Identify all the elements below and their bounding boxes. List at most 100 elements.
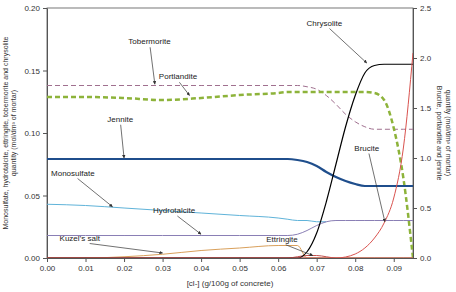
y2-tick: 0.5	[413, 204, 432, 213]
y2-tick: 2.0	[413, 54, 432, 63]
x-tick-mark	[355, 258, 356, 262]
y-tick: 0.15	[24, 67, 47, 76]
annotation-label: Monosulfate	[51, 169, 95, 178]
x-tick: 0.05	[232, 258, 248, 273]
x-tick-mark	[240, 258, 241, 262]
x-axis: 0.00 0.01 0.02 0.03 0.04 0.05 0.06 0.07 0.08 0.09	[40, 258, 414, 273]
series-line	[47, 92, 413, 258]
y2-tick-mark	[413, 208, 417, 209]
x-tick-label: 0.01	[78, 264, 94, 273]
y-axis-title: Monosulfate, hydrotalcite, ettringite, t…	[2, 36, 10, 229]
y2-tick-label: 1.0	[420, 154, 432, 163]
y2-tick: 1.0	[413, 154, 432, 163]
plot-area	[47, 53, 413, 258]
y2-tick-mark	[413, 158, 417, 159]
annotation-arrow	[369, 154, 385, 222]
y2-tick: 2.5	[413, 4, 432, 13]
series-line	[47, 64, 413, 258]
series-line	[47, 204, 326, 222]
x-tick-mark	[317, 258, 318, 262]
chart: 0.00 0.01 0.02 0.03 0.04 0.05 0.06 0.07 0.08 0.09…	[0, 0, 456, 292]
x-tick-mark	[163, 258, 164, 262]
annotation-label: Kuzel’s salt	[60, 234, 101, 243]
annotation-arrow	[121, 125, 124, 158]
x-tick: 0.08	[348, 258, 364, 273]
series-line	[47, 221, 413, 236]
y-axis-title: quantity (mol/dm³ of mortar)	[10, 90, 18, 176]
plot-frame	[47, 8, 413, 258]
x-tick: 0.03	[155, 258, 171, 273]
annotation-label: Portlandite	[159, 72, 198, 81]
y2-tick-label: 1.5	[420, 104, 432, 113]
y-tick: 0.00	[24, 254, 47, 263]
x-tick-label: 0.09	[386, 264, 402, 273]
y-tick-mark	[43, 133, 47, 134]
y2-tick-mark	[413, 108, 417, 109]
chart-svg: 0.00 0.01 0.02 0.03 0.04 0.05 0.06 0.07 0.08 0.09…	[0, 0, 456, 292]
x-axis-line	[48, 258, 414, 259]
x-tick-label: 0.00	[40, 264, 56, 273]
y2-axis-title: quantity (mol/dm³ of mortar)	[444, 90, 452, 176]
y-tick-label: 0.05	[24, 192, 40, 201]
annotation-arrow	[286, 245, 313, 256]
x-tick-mark	[278, 258, 279, 262]
x-tick: 0.07	[309, 258, 325, 273]
annotations: Tobermorite Portlandite Jennite Monosulfate…	[51, 19, 385, 256]
y-tick-label: 0.00	[24, 254, 40, 263]
x-tick-label: 0.05	[232, 264, 248, 273]
annotation-arrow	[329, 29, 366, 64]
y-tick-mark	[43, 71, 47, 72]
series-line	[47, 246, 413, 259]
x-axis-title: [cl-] (g/100g of concrete)	[187, 279, 274, 288]
annotation-arrow	[177, 216, 201, 234]
x-tick: 0.00	[40, 258, 56, 273]
annotation-arrow	[90, 244, 163, 254]
y2-tick-mark	[413, 58, 417, 59]
annotation-label: Jennite	[107, 115, 133, 124]
annotation-label: Brucite	[354, 144, 379, 153]
y-tick: 0.05	[24, 192, 47, 201]
x-tick-label: 0.03	[155, 264, 171, 273]
series-line	[47, 159, 413, 186]
y2-tick: 0.0	[413, 254, 432, 263]
annotation-arrow	[150, 47, 155, 84]
x-tick: 0.02	[117, 258, 133, 273]
x-tick-mark	[47, 258, 48, 262]
y2-axis: 0.0 0.5 1.0 1.5 2.0 2.5	[413, 4, 432, 263]
x-tick-label: 0.04	[194, 264, 210, 273]
y-axis: 0.00 0.05 0.10 0.15 0.20	[24, 4, 47, 263]
y-tick-mark	[43, 196, 47, 197]
annotation-arrow	[179, 82, 189, 95]
x-tick-label: 0.02	[117, 264, 133, 273]
series-line	[47, 53, 413, 258]
y2-axis-line	[413, 9, 414, 259]
annotation-label: Ettringite	[266, 235, 298, 244]
y2-tick-label: 2.0	[420, 54, 432, 63]
y2-axis-title: Brucite, portlandite and jennite	[435, 86, 443, 181]
y2-tick-label: 0.0	[420, 254, 432, 263]
x-tick-label: 0.07	[309, 264, 325, 273]
y2-tick-mark	[413, 258, 417, 259]
y-tick-label: 0.20	[24, 4, 40, 13]
x-tick: 0.01	[78, 258, 94, 273]
y-tick-label: 0.15	[24, 67, 40, 76]
x-tick-label: 0.08	[348, 264, 364, 273]
x-tick-mark	[124, 258, 125, 262]
y-tick: 0.20	[24, 4, 47, 13]
x-tick-mark	[201, 258, 202, 262]
y2-tick: 1.5	[413, 104, 432, 113]
x-tick-mark	[86, 258, 87, 262]
annotation-arrow	[78, 179, 113, 207]
y2-tick-label: 2.5	[420, 4, 432, 13]
x-tick: 0.09	[386, 258, 402, 273]
series-line	[47, 86, 413, 130]
x-tick-label: 0.06	[271, 264, 287, 273]
annotation-label: Chrysolite	[307, 19, 343, 28]
y-tick-label: 0.10	[24, 129, 40, 138]
y2-tick-label: 0.5	[420, 204, 432, 213]
y-tick-mark	[43, 258, 47, 259]
annotation-label: Tobermorite	[128, 37, 171, 46]
annotation-label: Hydrotalcite	[153, 206, 196, 215]
x-tick-mark	[394, 258, 395, 262]
x-tick: 0.04	[194, 258, 210, 273]
